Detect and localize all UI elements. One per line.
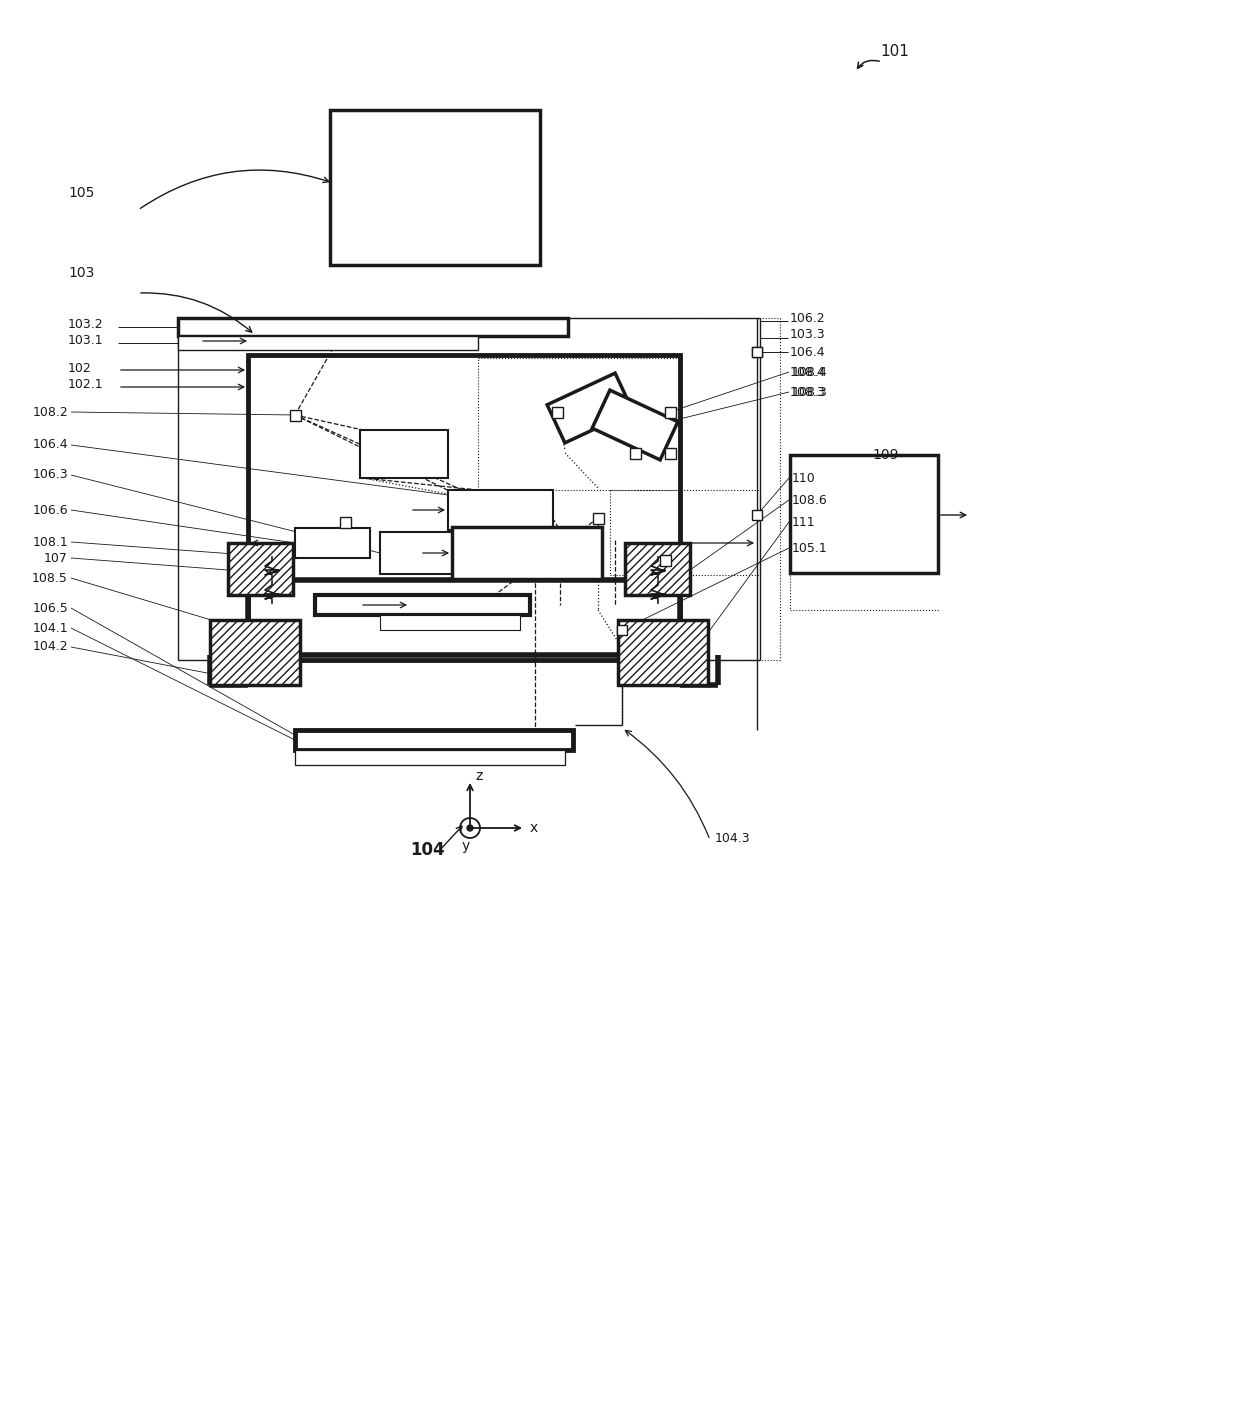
Text: 108.1: 108.1 bbox=[32, 535, 68, 548]
Text: 101: 101 bbox=[880, 44, 909, 60]
Bar bbox=[295, 528, 370, 558]
Text: 108.5: 108.5 bbox=[32, 571, 68, 585]
Bar bbox=[379, 532, 485, 574]
Bar bbox=[248, 355, 680, 661]
Bar bbox=[210, 619, 300, 685]
Bar bbox=[295, 751, 565, 765]
Text: 106.6: 106.6 bbox=[32, 504, 68, 517]
Text: 104.3: 104.3 bbox=[715, 832, 750, 845]
Polygon shape bbox=[593, 390, 678, 459]
Text: 109: 109 bbox=[872, 448, 899, 462]
Text: 102.1: 102.1 bbox=[68, 378, 104, 391]
Bar bbox=[618, 625, 627, 635]
Text: 104.2: 104.2 bbox=[32, 641, 68, 654]
Text: 104.1: 104.1 bbox=[32, 622, 68, 635]
Text: 106.3: 106.3 bbox=[32, 468, 68, 481]
Bar bbox=[665, 448, 676, 458]
Bar bbox=[295, 731, 573, 751]
Bar bbox=[448, 489, 553, 529]
Text: 108.4: 108.4 bbox=[792, 365, 828, 378]
Bar bbox=[660, 555, 671, 565]
Bar bbox=[179, 335, 477, 350]
Bar bbox=[618, 619, 708, 685]
Bar bbox=[315, 595, 529, 615]
Bar bbox=[665, 407, 676, 418]
Text: z: z bbox=[475, 769, 482, 783]
Text: 102: 102 bbox=[68, 361, 92, 374]
Text: 104: 104 bbox=[410, 841, 445, 859]
Text: 108.6: 108.6 bbox=[792, 494, 828, 507]
Text: y: y bbox=[463, 839, 470, 853]
Bar bbox=[630, 448, 641, 458]
Text: 108.2: 108.2 bbox=[32, 405, 68, 418]
Bar bbox=[340, 517, 351, 528]
Bar bbox=[751, 509, 763, 519]
Text: 110: 110 bbox=[792, 471, 816, 485]
Text: 108.3: 108.3 bbox=[790, 385, 826, 398]
Text: 106.5: 106.5 bbox=[32, 602, 68, 615]
Text: 107: 107 bbox=[45, 551, 68, 565]
Bar bbox=[453, 527, 601, 579]
Circle shape bbox=[467, 825, 472, 831]
Text: 106.2: 106.2 bbox=[790, 311, 826, 324]
Text: 105: 105 bbox=[68, 186, 94, 200]
Text: 106.4: 106.4 bbox=[790, 345, 826, 358]
Bar bbox=[790, 455, 937, 574]
Bar bbox=[552, 407, 563, 418]
Text: 103.3: 103.3 bbox=[790, 328, 826, 341]
Text: 108.4: 108.4 bbox=[790, 365, 826, 378]
Bar bbox=[330, 110, 539, 265]
Polygon shape bbox=[547, 372, 632, 442]
Text: 106.4: 106.4 bbox=[32, 438, 68, 451]
Bar bbox=[289, 410, 300, 421]
Bar bbox=[593, 512, 604, 524]
Bar bbox=[228, 544, 293, 595]
Text: 103.2: 103.2 bbox=[68, 317, 104, 331]
Bar bbox=[751, 347, 763, 357]
Text: 103: 103 bbox=[68, 265, 94, 280]
Bar bbox=[179, 318, 568, 335]
Text: x: x bbox=[529, 821, 538, 835]
Bar bbox=[360, 430, 448, 478]
Bar bbox=[625, 544, 689, 595]
Text: 111: 111 bbox=[792, 515, 816, 528]
Text: 103.1: 103.1 bbox=[68, 334, 104, 347]
Text: 105.1: 105.1 bbox=[792, 541, 828, 555]
Bar bbox=[379, 615, 520, 629]
Text: 108.3: 108.3 bbox=[792, 385, 828, 398]
Bar bbox=[751, 347, 763, 357]
